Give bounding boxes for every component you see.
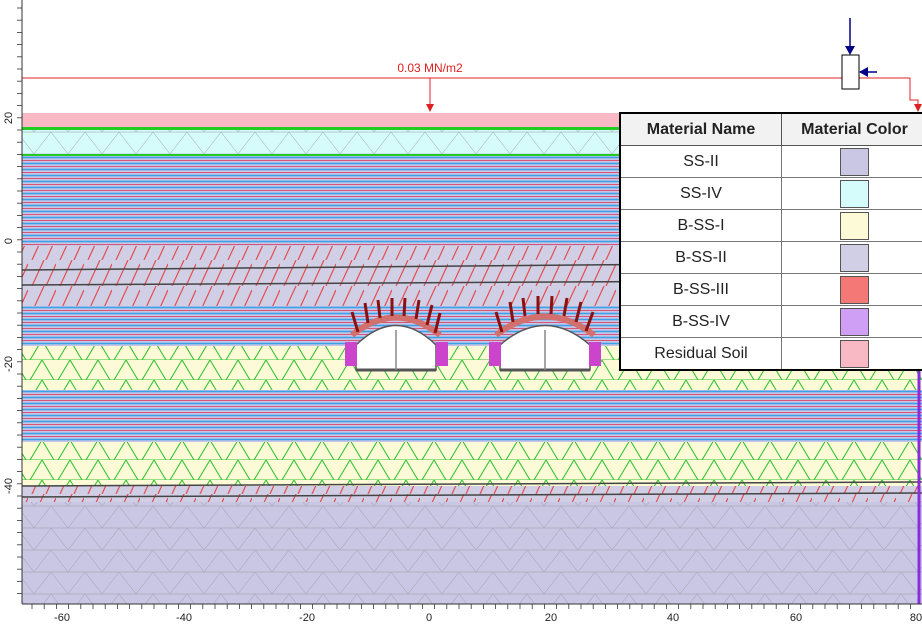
y-tick-label: 20 xyxy=(3,112,15,124)
x-tick-label: -60 xyxy=(54,612,70,624)
legend-row: B-SS-I xyxy=(619,209,922,242)
legend-row: SS-II xyxy=(619,145,922,178)
legend-material-color xyxy=(781,177,922,210)
tunnel-left xyxy=(345,297,448,372)
green-boundary-2 xyxy=(22,154,922,156)
load-arrow-icon xyxy=(914,104,922,112)
legend-material-color xyxy=(781,241,922,274)
legend-row: Residual Soil xyxy=(619,337,922,371)
color-swatch xyxy=(840,147,869,176)
x-tick-label: 20 xyxy=(545,612,557,624)
color-swatch xyxy=(840,339,869,368)
load-label: 0.03 MN/m2 xyxy=(397,61,463,75)
legend-material-name: SS-IV xyxy=(619,177,782,210)
query-point-icon xyxy=(841,18,877,90)
legend-material-name: SS-II xyxy=(619,145,782,178)
load-arrow-icon xyxy=(426,104,434,112)
y-tick-label: -40 xyxy=(3,478,15,494)
green-boundary-top xyxy=(22,127,922,130)
distributed-load: 0.03 MN/m2 xyxy=(22,61,922,112)
legend-row: SS-IV xyxy=(619,177,922,210)
b-ss-iii-lower xyxy=(22,390,922,442)
mesh-overlay xyxy=(22,486,922,502)
x-tick-label: 60 xyxy=(790,612,802,624)
y-axis: 20 0 -20 -40 xyxy=(3,0,23,604)
legend-material-name: B-SS-I xyxy=(619,209,782,242)
legend-row: B-SS-IV xyxy=(619,305,922,338)
legend-material-name: B-SS-III xyxy=(619,273,782,306)
x-tick-label: 40 xyxy=(667,612,679,624)
color-swatch xyxy=(840,179,869,208)
legend-row: B-SS-III xyxy=(619,273,922,306)
x-tick-label: 80 xyxy=(910,612,922,624)
legend-material-name: B-SS-II xyxy=(619,241,782,274)
legend-header-name: Material Name xyxy=(619,112,782,146)
material-legend: Material Name Material Color SS-II SS-IV B… xyxy=(619,112,922,371)
y-tick-label: -20 xyxy=(3,356,15,372)
legend-material-color xyxy=(781,145,922,178)
color-swatch xyxy=(840,275,869,304)
legend-material-color xyxy=(781,305,922,338)
legend-row: B-SS-II xyxy=(619,241,922,274)
y-tick-label: 0 xyxy=(3,238,15,244)
layer-boundary xyxy=(21,481,922,487)
color-swatch xyxy=(840,307,869,336)
x-axis: -60 -40 -20 0 20 40 60 80 xyxy=(22,603,922,624)
mesh-overlay xyxy=(22,502,922,604)
legend-material-color xyxy=(781,337,922,371)
x-tick-label: -40 xyxy=(176,612,192,624)
legend-material-name: B-SS-IV xyxy=(619,305,782,338)
x-tick-label: 0 xyxy=(426,612,432,624)
legend-header-color: Material Color xyxy=(781,112,922,146)
tunnel-right xyxy=(489,295,601,372)
color-swatch xyxy=(840,243,869,272)
color-swatch xyxy=(840,211,869,240)
mesh-overlay xyxy=(22,442,922,486)
layer-boundary xyxy=(21,492,922,498)
legend-material-name: Residual Soil xyxy=(619,337,782,371)
x-tick-label: -20 xyxy=(299,612,315,624)
legend-material-color xyxy=(781,209,922,242)
legend-material-color xyxy=(781,273,922,306)
